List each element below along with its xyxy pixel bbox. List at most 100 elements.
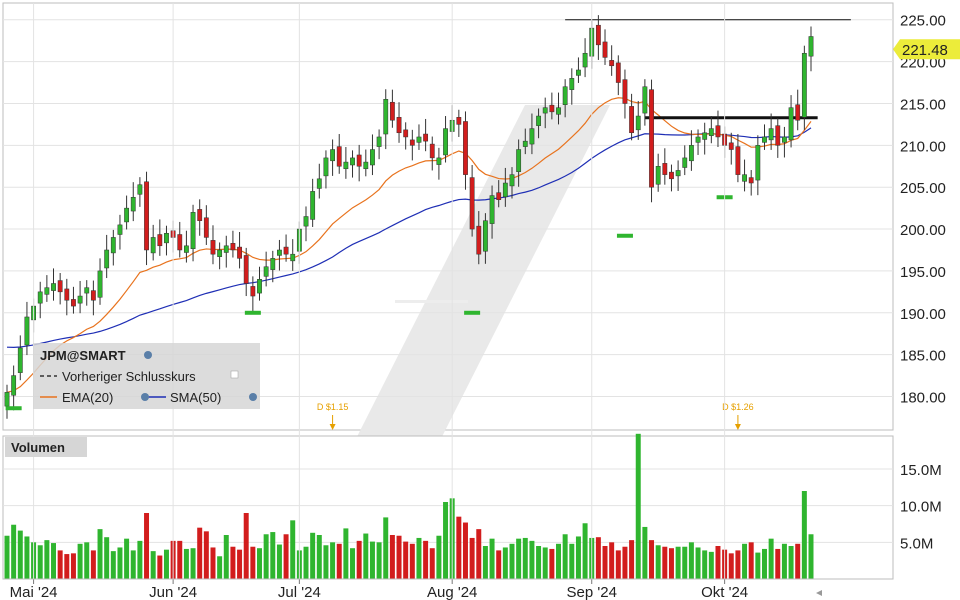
candle[interactable] (416, 136, 422, 143)
volume-bar[interactable] (383, 517, 389, 579)
candle[interactable] (323, 157, 329, 177)
candle[interactable] (622, 79, 628, 104)
volume-bar[interactable] (110, 551, 116, 579)
candle[interactable] (383, 99, 389, 135)
scroll-right-icon[interactable] (816, 590, 822, 596)
volume-bar[interactable] (84, 542, 90, 579)
candle[interactable] (223, 245, 229, 253)
volume-bar[interactable] (549, 548, 555, 579)
volume-bar[interactable] (801, 491, 807, 579)
candle[interactable] (742, 174, 747, 182)
volume-bar[interactable] (403, 541, 409, 579)
candle[interactable] (635, 115, 641, 131)
volume-bar[interactable] (323, 545, 329, 579)
volume-bar[interactable] (210, 547, 216, 579)
candle[interactable] (768, 128, 774, 141)
candle[interactable] (310, 191, 316, 220)
volume-bar[interactable] (283, 534, 289, 579)
candle[interactable] (522, 140, 528, 147)
volume-bar[interactable] (223, 535, 229, 579)
volume-bar[interactable] (11, 524, 17, 579)
candle[interactable] (595, 24, 601, 46)
volume-bar[interactable] (356, 540, 362, 579)
dividend-label[interactable]: D $1.15 (317, 402, 349, 412)
candle[interactable] (682, 157, 688, 168)
volume-bar[interactable] (257, 548, 262, 579)
candle[interactable] (576, 69, 581, 76)
last-price-tag[interactable] (893, 39, 960, 60)
volume-bar[interactable] (808, 534, 814, 579)
candle[interactable] (110, 237, 116, 254)
volume-bar[interactable] (476, 529, 482, 579)
volume-bar[interactable] (389, 535, 395, 579)
volume-bar[interactable] (363, 533, 369, 579)
candle[interactable] (130, 196, 136, 212)
volume-bar[interactable] (117, 547, 123, 579)
volume-bar[interactable] (163, 549, 169, 579)
candle[interactable] (708, 128, 714, 136)
volume-bar[interactable] (51, 543, 57, 579)
candle[interactable] (350, 157, 355, 166)
candle[interactable] (51, 283, 56, 291)
candle[interactable] (356, 154, 362, 167)
candle[interactable] (250, 286, 256, 297)
candle[interactable] (4, 392, 10, 407)
volume-bar[interactable] (263, 534, 269, 579)
volume-bar[interactable] (130, 550, 136, 579)
volume-bar[interactable] (177, 540, 183, 579)
price-panel[interactable]: 225.00220.00215.00210.00205.00200.00195.… (2, 2, 960, 490)
volume-bar[interactable] (416, 537, 422, 579)
candle[interactable] (277, 249, 282, 256)
volume-bar[interactable] (635, 433, 641, 579)
volume-bar[interactable] (97, 529, 103, 579)
volume-bar[interactable] (124, 538, 130, 579)
volume-bar[interactable] (748, 542, 754, 579)
volume-bar[interactable] (602, 546, 608, 579)
volume-bar[interactable] (157, 555, 163, 579)
candle[interactable] (489, 195, 495, 224)
volume-bar[interactable] (609, 542, 615, 579)
candle[interactable] (303, 216, 309, 227)
volume-bar[interactable] (462, 522, 468, 579)
candle[interactable] (403, 129, 409, 138)
volume-bar[interactable] (90, 550, 96, 579)
volume-bar[interactable] (675, 546, 681, 579)
candle[interactable] (556, 107, 561, 115)
volume-bar[interactable] (104, 537, 110, 579)
volume-bar[interactable] (761, 548, 767, 579)
candle[interactable] (370, 149, 375, 166)
volume-bar[interactable] (237, 549, 243, 579)
candle[interactable] (642, 86, 648, 114)
candle[interactable] (423, 133, 429, 142)
volume-bar[interactable] (482, 546, 488, 579)
volume-bar[interactable] (44, 540, 50, 579)
sma-settings-icon[interactable] (249, 393, 257, 401)
volume-bar[interactable] (443, 502, 449, 579)
volume-bar[interactable] (429, 548, 435, 579)
candle[interactable] (257, 279, 262, 294)
candle[interactable] (217, 249, 223, 257)
candle[interactable] (569, 78, 575, 90)
volume-bar[interactable] (144, 513, 150, 579)
candle[interactable] (17, 347, 23, 373)
ema-settings-icon[interactable] (141, 393, 149, 401)
candle[interactable] (376, 136, 382, 147)
candle[interactable] (77, 295, 83, 304)
candle[interactable] (748, 177, 754, 184)
candle[interactable] (11, 375, 17, 396)
volume-bar[interactable] (137, 540, 143, 579)
volume-bar[interactable] (536, 546, 542, 579)
volume-bar[interactable] (662, 546, 668, 579)
volume-bar[interactable] (695, 547, 701, 579)
volume-bar[interactable] (642, 526, 648, 579)
candle[interactable] (363, 161, 369, 170)
candle[interactable] (197, 209, 203, 221)
volume-bar[interactable] (742, 543, 748, 579)
volume-bar[interactable] (197, 527, 203, 579)
volume-bar[interactable] (343, 528, 349, 579)
volume-bar[interactable] (688, 542, 694, 579)
candle[interactable] (801, 52, 807, 118)
volume-bar[interactable] (755, 552, 761, 579)
volume-bar[interactable] (622, 546, 628, 579)
volume-bar[interactable] (682, 546, 688, 579)
